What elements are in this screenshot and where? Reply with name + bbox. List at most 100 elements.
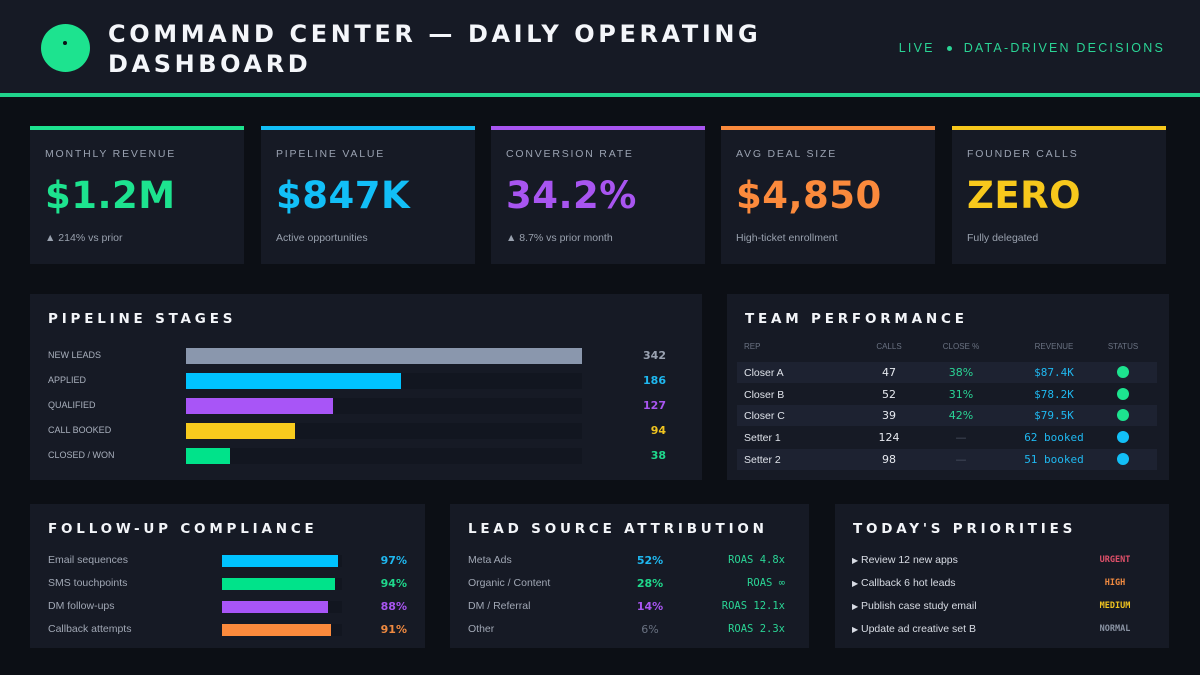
attribution-row[interactable]: Organic / Content 28% ROAS ∞ — [450, 577, 809, 591]
close-rate: 38% — [948, 366, 974, 379]
pipeline-stages-panel: PIPELINE STAGES NEW LEADS 342 APPLIED 186 QU… — [30, 294, 702, 480]
compliance-bar-track — [222, 624, 342, 636]
panel-title: TEAM PERFORMANCE — [745, 311, 968, 327]
kpi-value: $1.2M — [45, 174, 176, 217]
stage-count: 38 — [650, 449, 666, 462]
team-performance-panel: TEAM PERFORMANCE REP CALLS CLOSE % REVEN… — [727, 294, 1169, 480]
attribution-row[interactable]: DM / Referral 14% ROAS 12.1x — [450, 600, 809, 614]
source-share: 14% — [636, 600, 664, 613]
kpi-label: FOUNDER CALLS — [967, 148, 1079, 160]
column-header-close[interactable]: CLOSE % — [942, 342, 980, 351]
status-dot-icon — [1117, 452, 1129, 465]
table-header: REP CALLS CLOSE % REVENUE STATUS — [737, 342, 1157, 354]
attribution-row[interactable]: Meta Ads 52% ROAS 4.8x — [450, 554, 809, 568]
column-header-status[interactable]: STATUS — [1107, 342, 1139, 351]
compliance-bar-track — [222, 601, 342, 613]
panel-title: LEAD SOURCE ATTRIBUTION — [468, 521, 768, 537]
compliance-row[interactable]: SMS touchpoints 94% — [30, 577, 425, 591]
stage-label: QUALIFIED — [48, 400, 96, 410]
stage-bar — [186, 448, 230, 464]
attribution-row[interactable]: Other 6% ROAS 2.3x — [450, 623, 809, 637]
column-header-rep[interactable]: REP — [744, 342, 761, 351]
revenue-value: 62 booked — [1024, 431, 1084, 445]
lead-source-attribution-panel: LEAD SOURCE ATTRIBUTION Meta Ads 52% ROAS … — [450, 504, 809, 648]
close-rate: 31% — [948, 387, 974, 401]
kpi-card-monthly-revenue[interactable]: MONTHLY REVENUE $1.2M ▲ 214% vs prior — [30, 126, 244, 264]
header: COMMAND CENTER — DAILY OPERATING DASHBOA… — [0, 0, 1200, 94]
compliance-bar — [222, 624, 332, 636]
todays-priorities-panel: TODAY'S PRIORITIES ▶ Review 12 new apps UR… — [835, 504, 1169, 648]
panel-title: FOLLOW-UP COMPLIANCE — [48, 521, 318, 537]
table-row[interactable]: Setter 2 98 — 51 booked — [737, 448, 1157, 470]
revenue-value: 51 booked — [1024, 452, 1084, 466]
pipeline-stage-row[interactable]: QUALIFIED 127 — [30, 398, 702, 414]
source-roas: ROAS 2.3x — [728, 623, 785, 635]
source-roas: ROAS 12.1x — [721, 600, 785, 612]
stage-bar-track — [186, 423, 582, 439]
kpi-value: 34.2% — [506, 174, 637, 217]
compliance-label: Callback attempts — [48, 623, 132, 635]
priority-badge: MEDIUM — [1099, 601, 1131, 611]
compliance-percent: 94% — [380, 577, 407, 590]
priority-badge: NORMAL — [1099, 624, 1131, 634]
follow-up-compliance-panel: FOLLOW-UP COMPLIANCE Email sequences 97% S… — [30, 504, 425, 648]
revenue-value: $87.4K — [1034, 366, 1074, 379]
pipeline-stage-row[interactable]: APPLIED 186 — [30, 373, 702, 389]
compliance-bar-track — [222, 555, 342, 567]
rep-name: Closer C — [744, 410, 785, 423]
kpi-label: PIPELINE VALUE — [276, 148, 386, 160]
logo-icon — [41, 24, 90, 72]
play-arrow-icon: ▶ — [852, 556, 859, 565]
compliance-percent: 91% — [380, 623, 407, 636]
stage-count: 127 — [643, 399, 666, 412]
status-dot-icon — [1117, 409, 1129, 422]
priority-item[interactable]: ▶ Update ad creative set B NORMAL — [835, 623, 1169, 637]
play-arrow-icon: ▶ — [852, 602, 859, 611]
kpi-label: MONTHLY REVENUE — [45, 148, 177, 160]
column-header-calls[interactable]: CALLS — [876, 342, 902, 351]
kpi-card-founder-calls[interactable]: FOUNDER CALLS ZERO Fully delegated — [952, 126, 1166, 264]
stage-bar — [186, 373, 402, 389]
table-row[interactable]: Closer B 52 31% $78.2K — [737, 384, 1157, 405]
compliance-label: DM follow-ups — [48, 600, 115, 612]
close-rate: — — [955, 431, 967, 445]
kpi-subtext: High-ticket enrollment — [736, 232, 838, 244]
kpi-value: $847K — [276, 174, 411, 217]
kpi-card-pipeline-value[interactable]: PIPELINE VALUE $847K Active opportunitie… — [261, 126, 475, 264]
source-share: 6% — [641, 623, 659, 636]
table-row[interactable]: Closer A 47 38% $87.4K — [737, 362, 1157, 383]
tagline: LIVE DATA-DRIVEN DECISIONS — [899, 41, 1165, 55]
table-row[interactable]: Closer C 39 42% $79.5K — [737, 405, 1157, 427]
table-row[interactable]: Setter 1 124 — 62 booked — [737, 427, 1157, 448]
pipeline-stage-row[interactable]: NEW LEADS 342 — [30, 348, 702, 364]
priority-item[interactable]: ▶ Review 12 new apps URGENT — [835, 554, 1169, 568]
priority-item[interactable]: ▶ Callback 6 hot leads HIGH — [835, 577, 1169, 591]
stage-label: APPLIED — [48, 375, 87, 385]
panel-title: PIPELINE STAGES — [48, 311, 237, 327]
compliance-row[interactable]: Callback attempts 91% — [30, 623, 425, 637]
column-header-revenue[interactable]: REVENUE — [1034, 342, 1074, 351]
source-label: Meta Ads — [468, 554, 512, 566]
pipeline-stage-row[interactable]: CALL BOOKED 94 — [30, 423, 702, 439]
kpi-value: $4,850 — [736, 174, 882, 217]
calls-count: 47 — [882, 366, 896, 379]
compliance-row[interactable]: Email sequences 97% — [30, 554, 425, 568]
pipeline-stage-row[interactable]: CLOSED / WON 38 — [30, 448, 702, 464]
compliance-bar — [222, 555, 339, 567]
priority-badge: URGENT — [1099, 555, 1131, 565]
stage-bar-track — [186, 348, 582, 364]
kpi-subtext: Fully delegated — [967, 232, 1039, 244]
kpi-label: AVG DEAL SIZE — [736, 148, 838, 160]
priority-item[interactable]: ▶ Publish case study email MEDIUM — [835, 600, 1169, 614]
logo-dot — [63, 41, 67, 45]
priority-text: Review 12 new apps — [861, 554, 958, 566]
compliance-percent: 88% — [380, 600, 407, 613]
compliance-row[interactable]: DM follow-ups 88% — [30, 600, 425, 614]
source-share: 28% — [636, 577, 664, 590]
status-dot-icon — [1117, 431, 1129, 444]
kpi-card-conversion-rate[interactable]: CONVERSION RATE 34.2% ▲ 8.7% vs prior mo… — [491, 126, 705, 264]
kpi-card-avg-deal-size[interactable]: AVG DEAL SIZE $4,850 High-ticket enrollm… — [721, 126, 935, 264]
priority-text: Publish case study email — [861, 600, 977, 612]
compliance-percent: 97% — [380, 554, 407, 567]
stage-label: CLOSED / WON — [48, 450, 115, 460]
